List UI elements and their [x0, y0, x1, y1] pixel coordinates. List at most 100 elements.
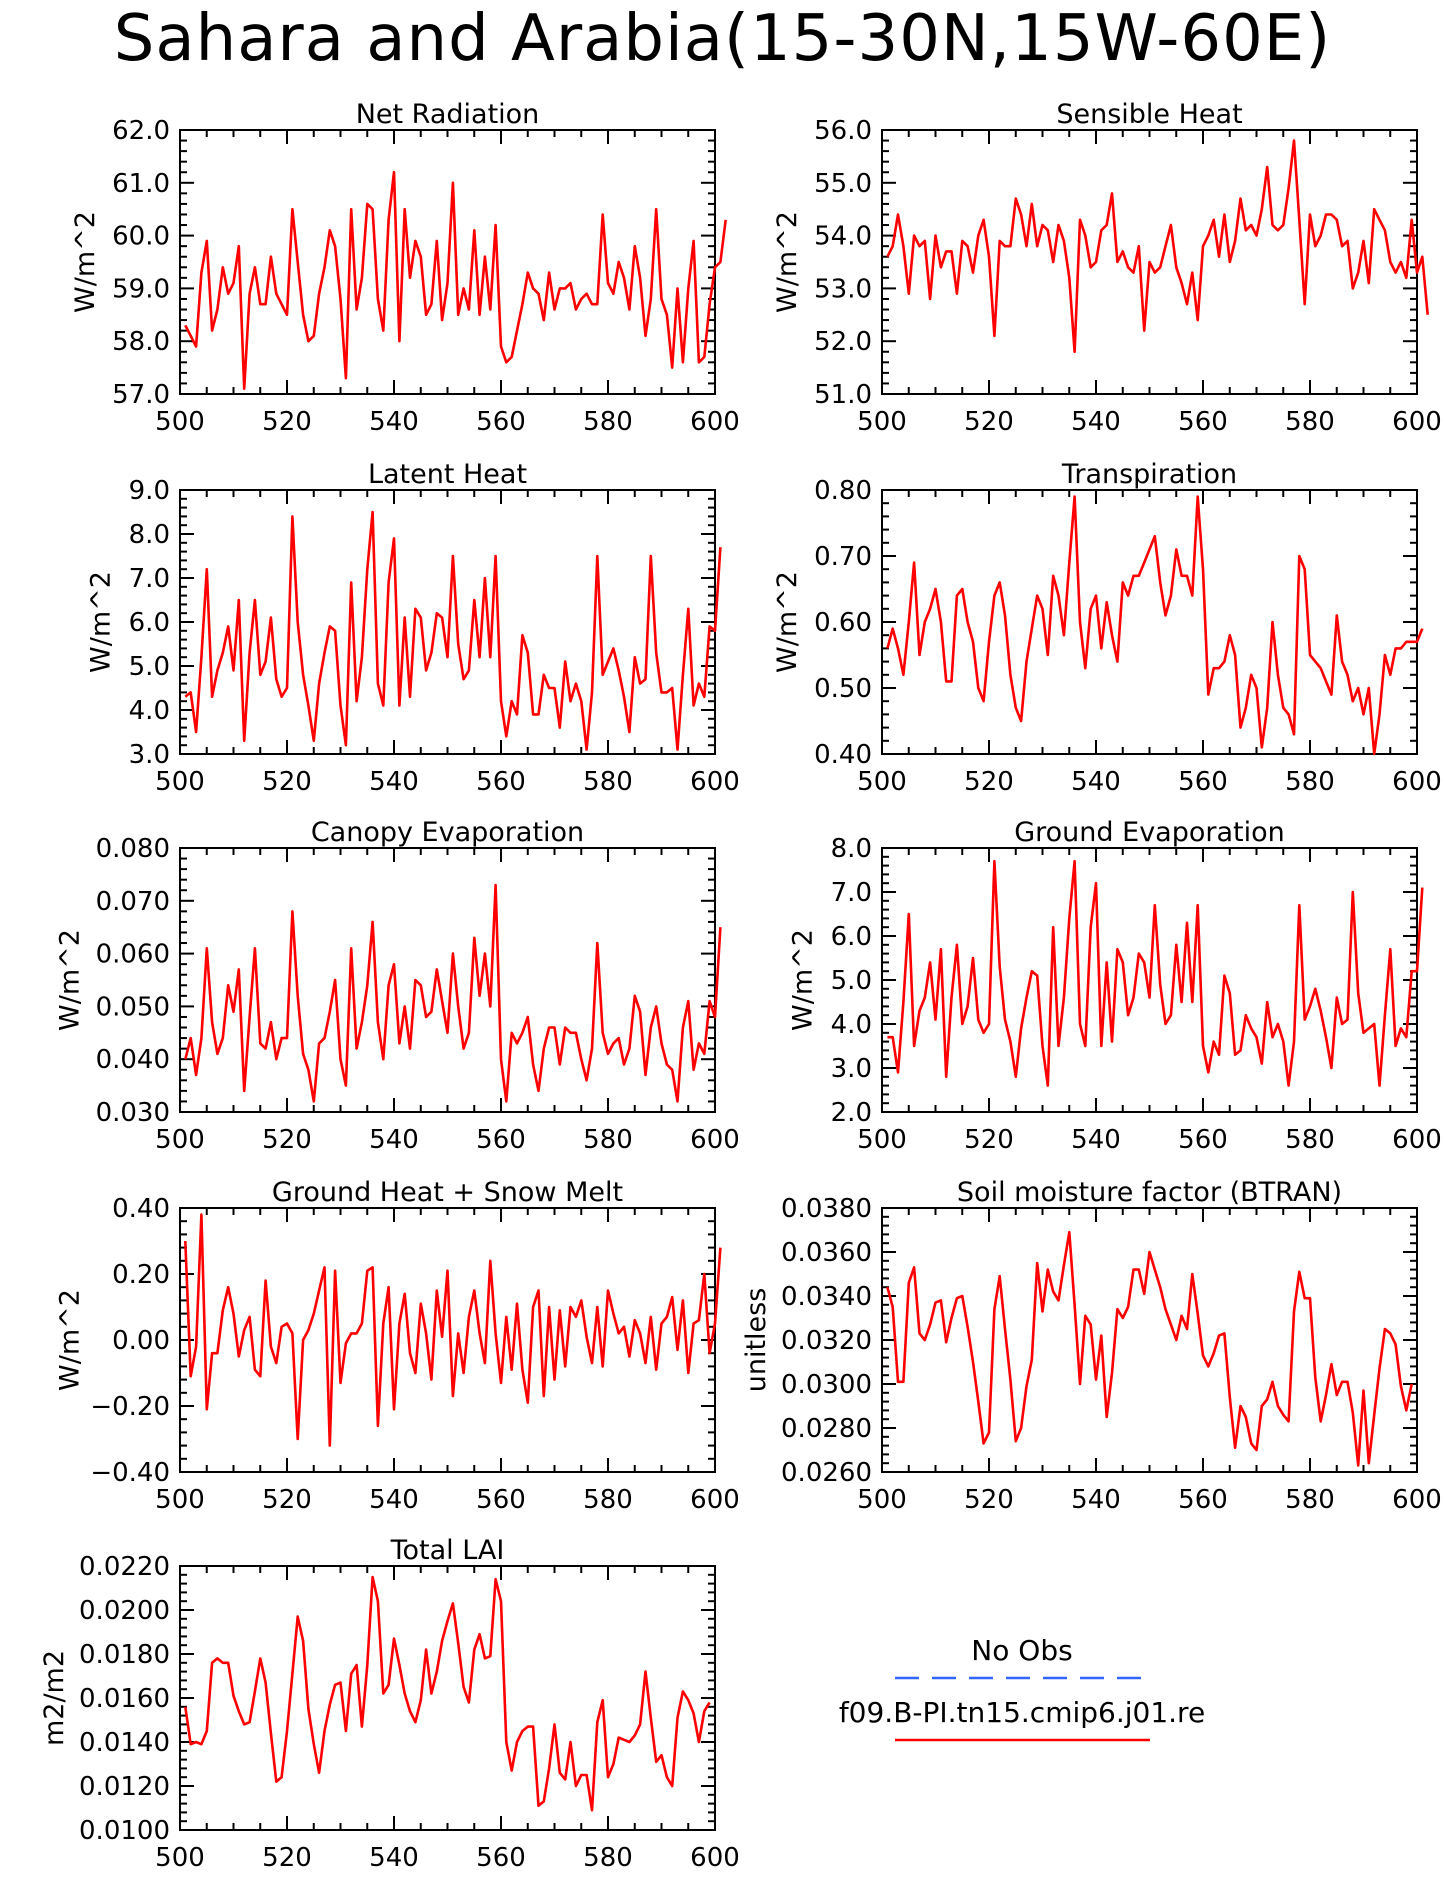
y-tick-label: 0.080: [96, 834, 170, 864]
series-line: [886, 139, 1429, 354]
x-tick-label: 500: [857, 407, 907, 437]
x-tick-label: 560: [476, 1125, 526, 1155]
y-tick-label: 52.0: [814, 327, 872, 357]
y-tick-label: 0.0180: [79, 1640, 170, 1670]
y-axis-label: W/m^2: [70, 211, 101, 313]
y-tick-label: 62.0: [112, 116, 170, 146]
series-line: [886, 495, 1424, 756]
x-tick-label: 520: [262, 767, 312, 797]
x-tick-label: 600: [1392, 407, 1442, 437]
x-tick-label: 520: [262, 1485, 312, 1515]
x-tick-label: 540: [369, 1125, 419, 1155]
y-tick-label: 0.80: [814, 476, 872, 506]
x-tick-label: 500: [857, 1125, 907, 1155]
plot-frame: [179, 489, 716, 755]
y-axis-label: W/m^2: [55, 1289, 86, 1391]
x-tick-label: 540: [1071, 767, 1121, 797]
y-tick-label: 6.0: [831, 922, 872, 952]
y-tick-label: 0.0320: [781, 1326, 872, 1356]
x-tick-label: 540: [369, 767, 419, 797]
panel-title: Total LAI: [390, 1535, 505, 1566]
y-tick-label: 0.040: [96, 1045, 170, 1075]
y-tick-label: 0.0380: [781, 1194, 872, 1224]
panel-6: Ground Heat + Snow Melt 500 520 540 560 580 60…: [55, 1177, 740, 1515]
y-tick-label: 0.40: [112, 1194, 170, 1224]
page-title: Sahara and Arabia(15-30N,15W-60E): [113, 2, 1332, 76]
y-tick-label: 0.40: [814, 740, 872, 770]
y-axis-label: W/m^2: [772, 571, 803, 673]
panel-2: Latent Heat 500 520 540 560 580 600 3.0 4.0 5.0 6.…: [86, 459, 740, 797]
y-tick-label: 3.0: [831, 1054, 872, 1084]
y-tick-label: 2.0: [831, 1098, 872, 1128]
y-tick-label: 0.0260: [781, 1458, 872, 1488]
x-tick-label: 600: [690, 407, 740, 437]
panel-8: Total LAI 500 520 540 560 580 600 0.0100 0.0120 0…: [39, 1535, 740, 1873]
x-tick-label: 540: [1071, 1125, 1121, 1155]
y-tick-label: 8.0: [129, 520, 170, 550]
x-tick-label: 500: [155, 767, 205, 797]
panel-7: Soil moisture factor (BTRAN) 500 520 540 560…: [741, 1177, 1442, 1515]
x-tick-label: 540: [369, 407, 419, 437]
y-tick-label: 4.0: [831, 1010, 872, 1040]
y-axis-label: W/m^2: [788, 929, 819, 1031]
x-tick-label: 500: [857, 1485, 907, 1515]
x-tick-label: 560: [476, 1843, 526, 1873]
plot-frame: [881, 1207, 1418, 1473]
x-tick-label: 580: [1285, 1125, 1335, 1155]
panel-title: Latent Heat: [368, 459, 527, 490]
x-tick-label: 580: [583, 1125, 633, 1155]
series-line: [887, 859, 1424, 1087]
y-tick-label: 0.030: [96, 1098, 170, 1128]
y-axis-label: W/m^2: [86, 571, 117, 673]
y-tick-label: 4.0: [129, 696, 170, 726]
series-line: [184, 1213, 722, 1447]
y-tick-label: 0.070: [96, 887, 170, 917]
series-line: [886, 1230, 1413, 1467]
x-tick-label: 540: [369, 1485, 419, 1515]
x-tick-label: 560: [1178, 1485, 1228, 1515]
x-tick-label: 600: [690, 1125, 740, 1155]
x-tick-label: 580: [583, 1485, 633, 1515]
x-tick-label: 600: [690, 1485, 740, 1515]
y-tick-label: 58.0: [112, 327, 170, 357]
y-tick-label: 5.0: [831, 966, 872, 996]
x-tick-label: 580: [583, 767, 633, 797]
x-tick-label: 520: [964, 1125, 1014, 1155]
x-tick-label: 540: [1071, 407, 1121, 437]
y-tick-label: 0.00: [112, 1326, 170, 1356]
y-axis-label: unitless: [741, 1288, 772, 1393]
y-tick-label: −0.40: [90, 1458, 170, 1488]
y-tick-label: 54.0: [814, 222, 872, 252]
plot-frame: [179, 1207, 716, 1473]
y-tick-label: 0.050: [96, 992, 170, 1022]
x-tick-label: 500: [155, 1485, 205, 1515]
panel-1: Sensible Heat 500 520 540 560 580 600 51.0 52.0 5…: [772, 99, 1442, 437]
y-tick-label: 9.0: [129, 476, 170, 506]
x-tick-label: 560: [1178, 407, 1228, 437]
y-axis-label: W/m^2: [55, 929, 86, 1031]
panel-0: Net Radiation 500 520 540 560 580 600 57.0 58.0 5…: [70, 99, 740, 437]
x-tick-label: 580: [1285, 407, 1335, 437]
y-tick-label: 3.0: [129, 740, 170, 770]
x-tick-label: 560: [476, 407, 526, 437]
y-tick-label: 60.0: [112, 222, 170, 252]
legend-label-model: f09.B-PI.tn15.cmip6.j01.re: [839, 1696, 1205, 1729]
series-line: [184, 170, 727, 391]
panel-4: Canopy Evaporation 500 520 540 560 580 600 0.03…: [55, 817, 740, 1155]
x-tick-label: 500: [155, 1843, 205, 1873]
x-tick-label: 560: [1178, 767, 1228, 797]
x-tick-label: 580: [583, 1843, 633, 1873]
y-tick-label: 0.0300: [781, 1370, 872, 1400]
y-tick-label: −0.20: [90, 1392, 170, 1422]
y-axis-label: W/m^2: [772, 211, 803, 313]
x-tick-label: 520: [262, 407, 312, 437]
y-tick-label: 8.0: [831, 834, 872, 864]
x-tick-label: 600: [1392, 1485, 1442, 1515]
x-tick-label: 600: [690, 767, 740, 797]
y-tick-label: 0.50: [814, 674, 872, 704]
x-tick-label: 600: [1392, 767, 1442, 797]
y-tick-label: 0.0340: [781, 1282, 872, 1312]
panel-title: Sensible Heat: [1056, 99, 1242, 130]
y-tick-label: 61.0: [112, 169, 170, 199]
